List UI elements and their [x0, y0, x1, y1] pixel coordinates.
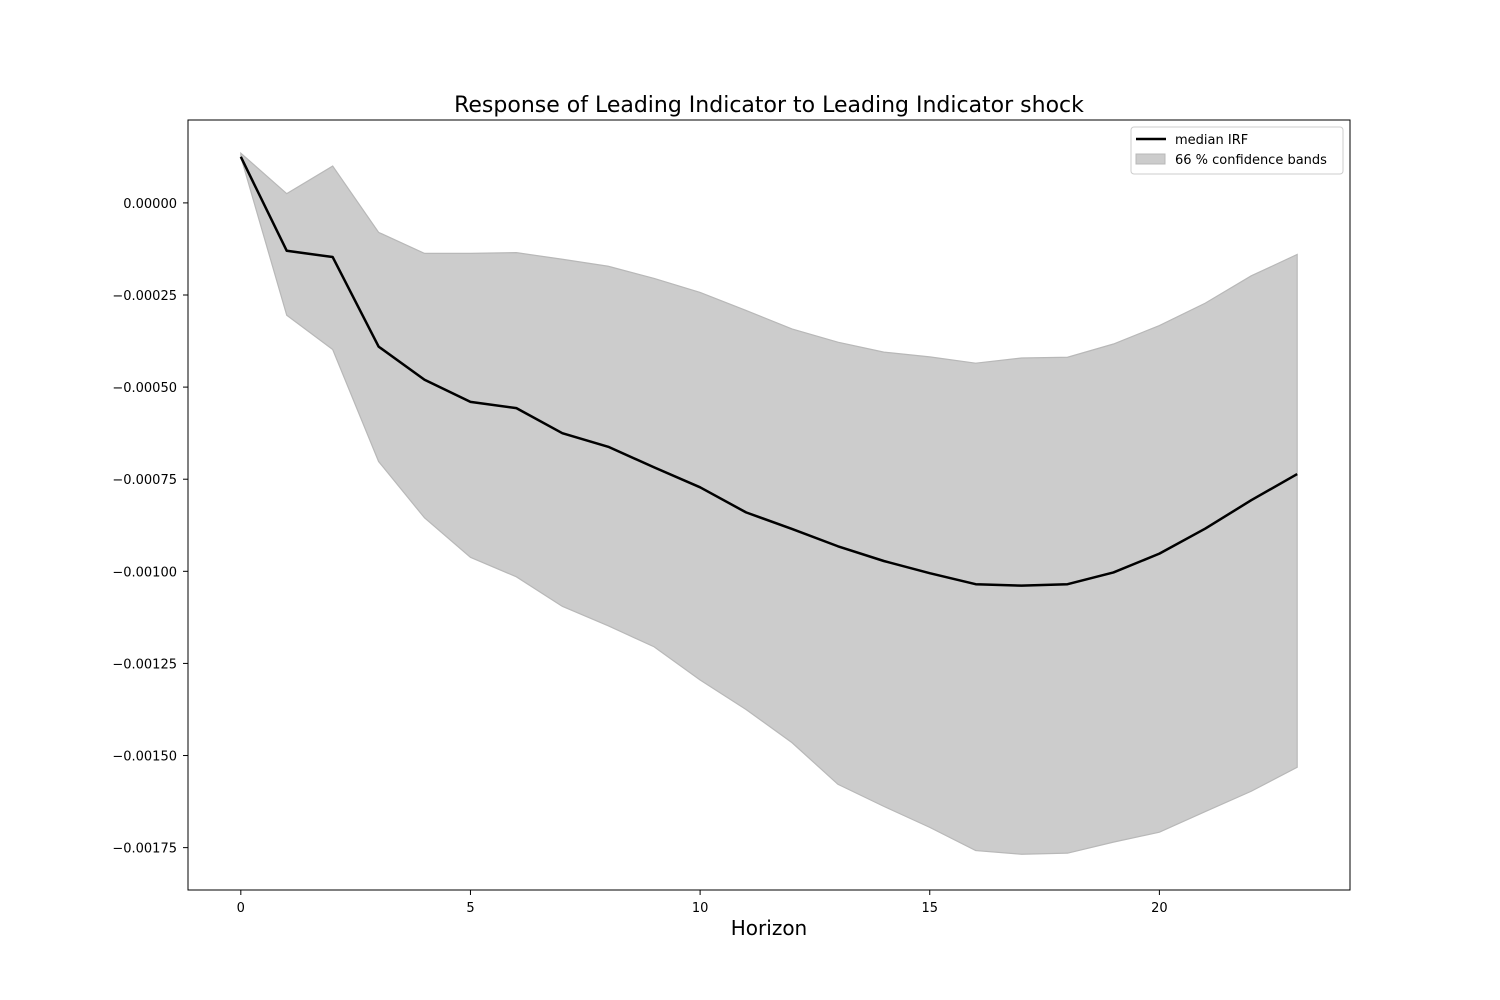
y-tick-label: −0.00100: [112, 565, 177, 580]
y-tick-label: −0.00175: [112, 842, 177, 857]
median-irf-line: [239, 156, 1298, 587]
x-tick-label: 5: [466, 901, 474, 916]
y-tick-label: −0.00150: [112, 750, 177, 765]
y-tick-label: −0.00075: [112, 473, 177, 488]
x-axis: 0 5 10 15 20: [237, 890, 1168, 916]
x-tick-label: 15: [921, 901, 938, 916]
legend-label-median: median IRF: [1175, 133, 1248, 148]
y-tick-label: −0.00050: [112, 381, 177, 396]
confidence-band: [240, 151, 1298, 855]
x-tick-label: 10: [692, 901, 709, 916]
legend-box: [1130, 126, 1344, 175]
x-tick-label: 0: [237, 901, 245, 916]
x-tick-label: 20: [1151, 901, 1168, 916]
x-axis-label: Horizon: [731, 916, 807, 940]
legend-label-band: 66 % confidence bands: [1175, 153, 1327, 168]
y-tick-label: −0.00125: [112, 657, 177, 672]
legend: median IRF 66 % confidence bands: [1130, 126, 1344, 175]
chart-title: Response of Leading Indicator to Leading…: [454, 93, 1084, 118]
plot-frame: [187, 119, 1351, 891]
y-tick-label: 0.00000: [123, 197, 177, 212]
legend-band-swatch: [1135, 153, 1166, 165]
plot-area: [239, 151, 1298, 855]
y-axis: 0.00000 −0.00025 −0.00050 −0.00075 −0.00100 −…: [112, 197, 188, 857]
y-tick-label: −0.00025: [112, 289, 177, 304]
